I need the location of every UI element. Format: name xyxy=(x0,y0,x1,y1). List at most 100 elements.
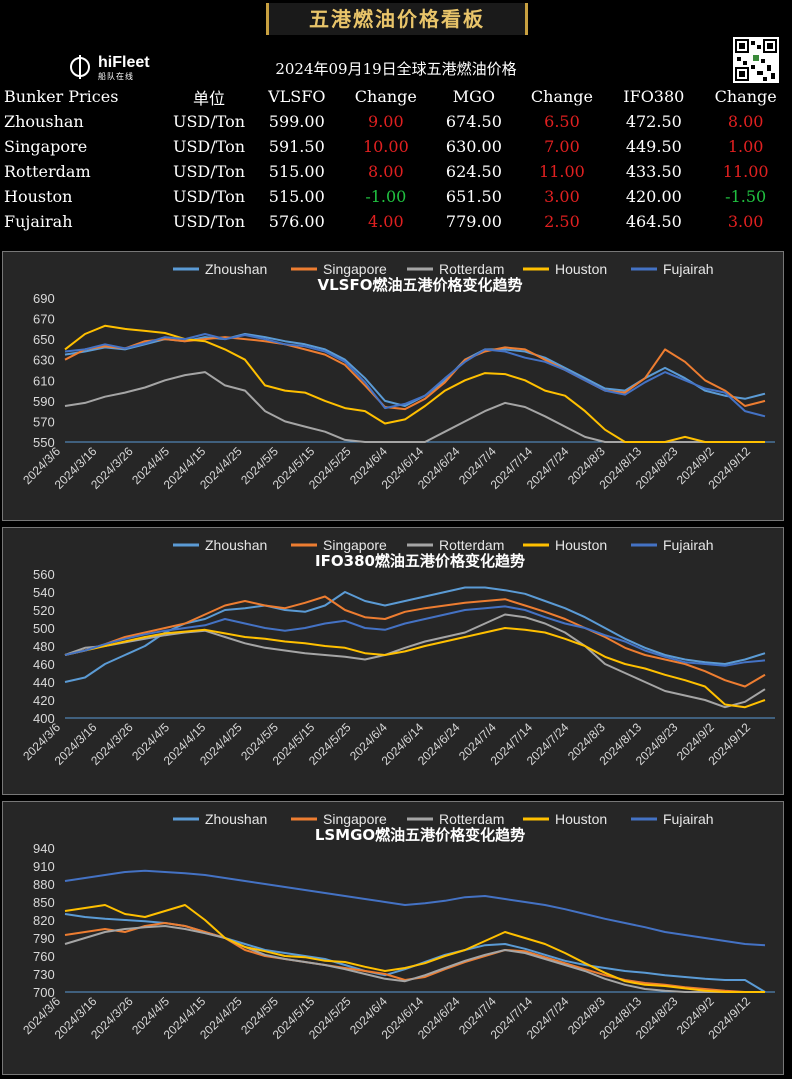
series-line-fujairah xyxy=(64,869,766,947)
y-tick-label: 630 xyxy=(33,353,55,368)
y-tick-label: 690 xyxy=(33,291,55,306)
legend-label: Zhoushan xyxy=(205,811,267,827)
y-tick-label: 400 xyxy=(33,711,55,726)
y-tick-label: 790 xyxy=(33,931,55,946)
legend-item: Zhoushan xyxy=(173,261,267,277)
logo-globe-icon xyxy=(70,55,90,79)
header-change: Change xyxy=(354,87,417,106)
ifo380-chart-panel: Zhoushan Singapore Rotterdam Houston Fujaira… xyxy=(2,527,784,795)
vlsfo-cell: 515.00 xyxy=(268,187,325,206)
y-tick-label: 570 xyxy=(33,414,55,429)
lsmgo-chart-panel: Zhoushan Singapore Rotterdam Houston Fujaira… xyxy=(2,801,784,1075)
y-tick-label: 910 xyxy=(33,859,55,874)
chart-title: LSMGO燃油五港价格变化趋势 xyxy=(315,826,525,844)
header-unit: 单位 xyxy=(192,88,225,108)
vlsfo-cell: 576.00 xyxy=(268,212,325,231)
y-tick-label: 480 xyxy=(33,639,55,654)
header-ifo380: IFO380 xyxy=(623,87,685,106)
ifo380-cell: 449.50 xyxy=(625,137,682,156)
ifo380-cell: 420.00 xyxy=(625,187,682,206)
port-cell: Rotterdam xyxy=(4,162,91,181)
series-line-zhoushan xyxy=(64,333,766,407)
chart-title: IFO380燃油五港价格变化趋势 xyxy=(315,552,525,570)
port-cell: Singapore xyxy=(4,137,88,156)
legend-item: Singapore xyxy=(291,537,387,553)
banner-title: 五港燃油价格看板 xyxy=(309,7,485,31)
y-tick-label: 590 xyxy=(33,394,55,409)
date-title: 2024年09月19日全球五港燃油价格 xyxy=(275,60,517,78)
ifo380-change-cell: 3.00 xyxy=(727,212,764,231)
mgo-change-cell: 2.50 xyxy=(544,212,580,231)
ifo380-cell: 472.50 xyxy=(625,112,682,131)
mgo-change-cell: 6.50 xyxy=(544,112,580,131)
series-line-zhoushan xyxy=(64,913,766,993)
y-tick-label: 850 xyxy=(33,895,55,910)
vlsfo-cell: 591.50 xyxy=(268,137,325,156)
ifo380-chart: Zhoushan Singapore Rotterdam Houston Fujaira… xyxy=(20,537,775,768)
vlsfo-chart-panel: Zhoushan Singapore Rotterdam Houston Fujaira… xyxy=(2,251,784,521)
legend-item: Fujairah xyxy=(631,537,714,553)
ifo380-change-cell: 11.00 xyxy=(722,162,769,181)
legend-label: Fujairah xyxy=(663,537,714,553)
vlsfo-cell: 515.00 xyxy=(268,162,325,181)
legend-label: Fujairah xyxy=(663,811,714,827)
series-line-singapore xyxy=(64,595,766,688)
series-line-houston xyxy=(64,627,766,709)
legend-item: Houston xyxy=(523,537,607,553)
mgo-cell: 779.00 xyxy=(445,212,502,231)
mgo-cell: 651.50 xyxy=(445,187,502,206)
legend-label: Rotterdam xyxy=(439,261,504,277)
legend-label: Zhoushan xyxy=(205,261,267,277)
legend-label: Houston xyxy=(555,811,607,827)
y-tick-label: 610 xyxy=(33,373,55,388)
legend-item: Zhoushan xyxy=(173,811,267,827)
legend-label: Zhoushan xyxy=(205,537,267,553)
legend-label: Fujairah xyxy=(663,261,714,277)
y-tick-label: 540 xyxy=(33,585,55,600)
y-tick-label: 560 xyxy=(33,567,55,582)
table-row: Singapore USD/Ton 591.50 10.00 630.00 7.00 449… xyxy=(0,134,792,159)
table-row: Zhoushan USD/Ton 599.00 9.00 674.50 6.50 472.5… xyxy=(0,109,792,134)
ifo380-change-cell: 8.00 xyxy=(727,112,764,131)
mgo-cell: 624.50 xyxy=(445,162,502,181)
legend-label: Houston xyxy=(555,261,607,277)
mgo-change-cell: 7.00 xyxy=(544,137,580,156)
legend-item: Singapore xyxy=(291,811,387,827)
y-tick-label: 670 xyxy=(33,312,55,327)
y-tick-label: 940 xyxy=(33,841,55,856)
series-line-houston xyxy=(64,324,765,443)
series-line-singapore xyxy=(64,922,765,993)
ifo380-cell: 433.50 xyxy=(625,162,682,181)
series-line-rotterdam xyxy=(64,613,766,709)
unit-cell: USD/Ton xyxy=(172,162,246,181)
port-cell: Fujairah xyxy=(4,212,73,231)
y-tick-label: 730 xyxy=(33,967,55,982)
vlsfo-change-cell: 8.00 xyxy=(368,162,404,181)
unit-cell: USD/Ton xyxy=(172,112,246,131)
series-line-singapore xyxy=(64,336,766,411)
legend-item: Houston xyxy=(523,811,607,827)
y-tick-label: 700 xyxy=(33,985,55,1000)
unit-cell: USD/Ton xyxy=(172,137,246,156)
y-tick-label: 520 xyxy=(33,603,55,618)
legend-item: Houston xyxy=(523,261,607,277)
y-tick-label: 760 xyxy=(33,949,55,964)
ifo380-change-cell: -1.50 xyxy=(725,187,767,206)
logo-name: hiFleet xyxy=(98,54,150,71)
logo-subtitle: 船队在线 xyxy=(98,72,134,81)
y-tick-label: 880 xyxy=(33,877,55,892)
mgo-cell: 674.50 xyxy=(445,112,502,131)
table-row: Houston USD/Ton 515.00 -1.00 651.50 3.00 420.0… xyxy=(0,184,792,209)
legend-item: Rotterdam xyxy=(407,261,504,277)
legend-item: Rotterdam xyxy=(407,811,504,827)
vlsfo-change-cell: -1.00 xyxy=(365,187,407,206)
port-cell: Houston xyxy=(4,187,73,206)
banner: 五港燃油价格看板 xyxy=(266,3,528,35)
series-line-houston xyxy=(64,904,765,993)
table-header-row: Bunker Prices 单位 VLSFO Change MGO Change… xyxy=(0,84,792,109)
vlsfo-change-cell: 4.00 xyxy=(368,212,404,231)
vlsfo-change-cell: 9.00 xyxy=(368,112,404,131)
qr-code-icon xyxy=(733,37,779,83)
legend-label: Singapore xyxy=(323,811,387,827)
vlsfo-change-cell: 10.00 xyxy=(362,137,409,156)
